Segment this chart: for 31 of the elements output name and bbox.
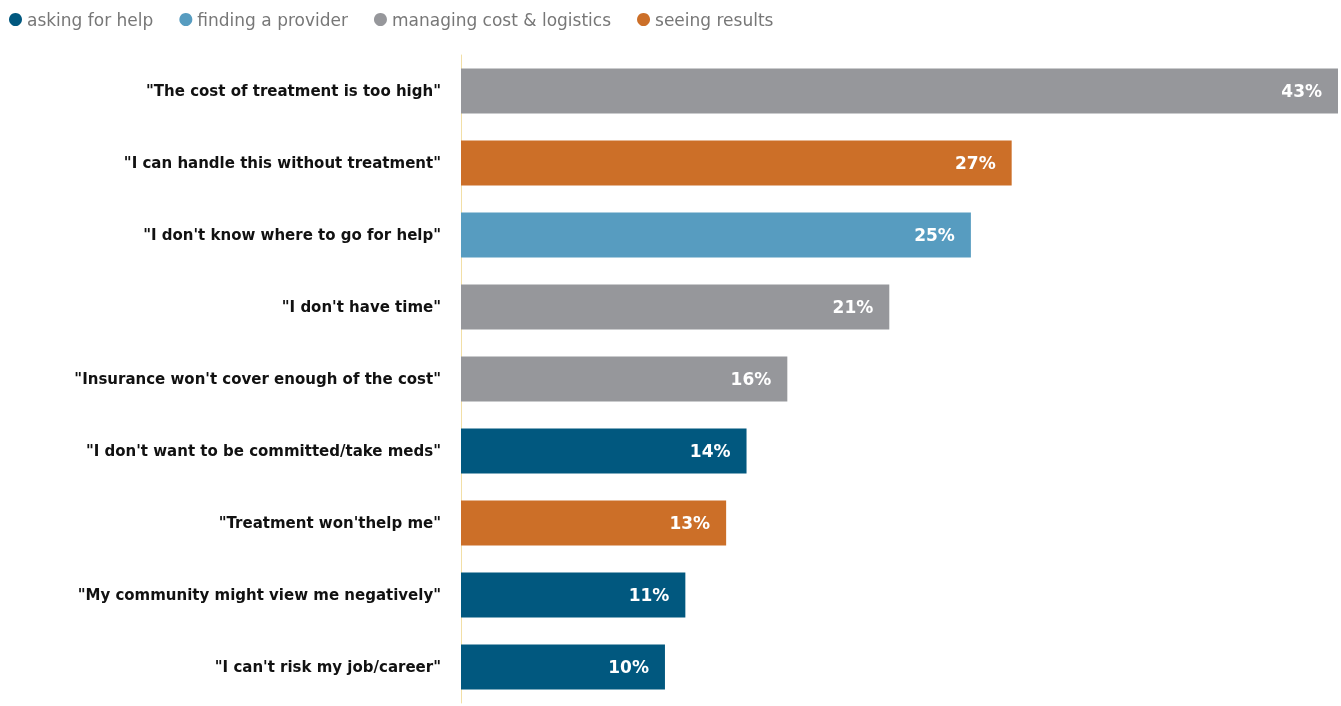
legend-label: asking for help [27, 9, 154, 30]
data-label: 13% [669, 513, 711, 533]
y-tick-label: "My community might view me negatively" [77, 586, 441, 604]
y-tick-label: "Insurance won't cover enough of the cost" [74, 370, 441, 388]
legend-label: seeing results [655, 9, 774, 30]
y-tick-label: "I don't have time" [281, 298, 441, 316]
y-tick-label: "The cost of treatment is too high" [146, 82, 441, 100]
data-label: 27% [954, 153, 996, 173]
bar [461, 644, 665, 690]
y-tick-label: "I can't risk my job/career" [214, 658, 441, 676]
data-label: 25% [914, 225, 955, 245]
y-tick-label: "I don't want to be committed/take meds" [85, 442, 441, 460]
bar [461, 356, 788, 402]
data-label: 14% [689, 441, 731, 461]
bar [461, 284, 890, 330]
y-tick-label: "I can handle this without treatment" [123, 154, 441, 172]
bar [461, 140, 1012, 186]
y-tick-label: "I don't know where to go for help" [143, 226, 441, 244]
data-label: 16% [730, 369, 772, 389]
bar [461, 572, 686, 618]
legend-label: managing cost & logistics [391, 9, 612, 30]
data-label: 10% [608, 657, 649, 677]
data-label: 43% [1281, 81, 1322, 101]
bar [461, 212, 971, 258]
bar [461, 500, 727, 546]
data-label: 11% [628, 585, 670, 605]
legend-label: finding a provider [197, 9, 348, 30]
data-label: 21% [832, 297, 874, 317]
y-tick-label: "Treatment won'thelp me" [218, 514, 441, 532]
bar [461, 428, 747, 474]
bar [461, 68, 1338, 114]
